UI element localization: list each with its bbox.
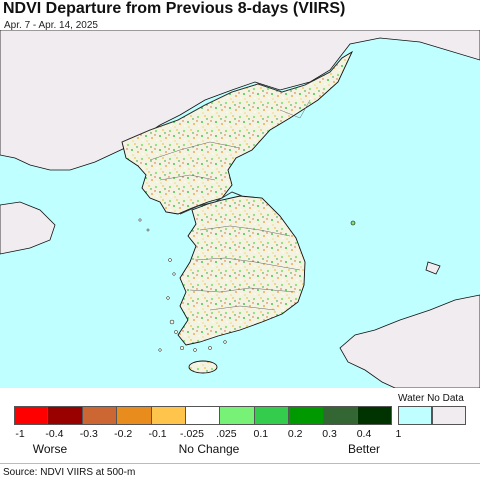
nodata-land-japan-east	[425, 261, 441, 275]
legend-swatch-water	[398, 406, 432, 425]
korea-ndvi-map	[0, 30, 480, 388]
dmz-border	[179, 191, 243, 215]
china-korea-border	[121, 57, 343, 143]
legend-swatch-2	[82, 406, 118, 425]
date-range: Apr. 7 - Apr. 14, 2025	[4, 20, 98, 31]
legend-category-worse: Worse	[32, 442, 68, 456]
legend-swatch-10	[357, 406, 393, 425]
nodata-land-west	[0, 201, 56, 255]
legend-swatch-nodata	[432, 406, 466, 425]
legend-tick-label: -1	[15, 428, 25, 440]
nodata-land-japan	[339, 294, 480, 388]
map-title: NDVI Departure from Previous 8-days (VII…	[3, 0, 346, 17]
source-note: Source: NDVI VIIRS at 500-m	[3, 467, 136, 478]
legend-tick-label: 0.3	[322, 428, 337, 440]
legend: Water No Data -1 -0.4 -0.3 -0.2 -0.1 -.025 .02…	[0, 388, 480, 463]
ulleung-island	[350, 220, 356, 226]
legend-tick-label: -0.2	[114, 428, 133, 440]
legend-swatch-6	[220, 406, 255, 425]
legend-swatch-5	[185, 406, 221, 425]
legend-swatch-0	[14, 406, 49, 425]
legend-swatch-3	[117, 406, 152, 425]
legend-tick-label: -0.3	[79, 428, 98, 440]
legend-swatch-9	[323, 406, 358, 425]
legend-swatch-7	[254, 406, 290, 425]
province-borders	[149, 99, 311, 311]
legend-tick-label: 0.1	[253, 428, 269, 440]
legend-tick-label: 0.2	[287, 428, 303, 440]
legend-tick-label: .025	[216, 428, 237, 440]
legend-swatch-4	[151, 406, 186, 425]
legend-category-no-change: No Change	[178, 442, 240, 456]
legend-tick-label: -0.1	[148, 428, 167, 440]
legend-tick-label: -.025	[180, 428, 204, 440]
south-korea-land	[177, 195, 306, 346]
footer: Source: NDVI VIIRS at 500-m	[0, 463, 480, 482]
legend-swatch-1	[48, 406, 83, 425]
jeju-island	[188, 360, 218, 374]
water-nodata-label: Water No Data	[398, 393, 464, 404]
legend-category-better: Better	[347, 442, 381, 456]
legend-tick-label: 1	[395, 428, 402, 440]
legend-tick-label: 0.4	[356, 428, 372, 440]
nodata-land-north	[0, 30, 480, 171]
legend-tick-label: -0.4	[45, 428, 64, 440]
legend-swatch-8	[289, 406, 324, 425]
legend-color-bar	[14, 406, 393, 425]
coastal-islands	[138, 218, 227, 352]
